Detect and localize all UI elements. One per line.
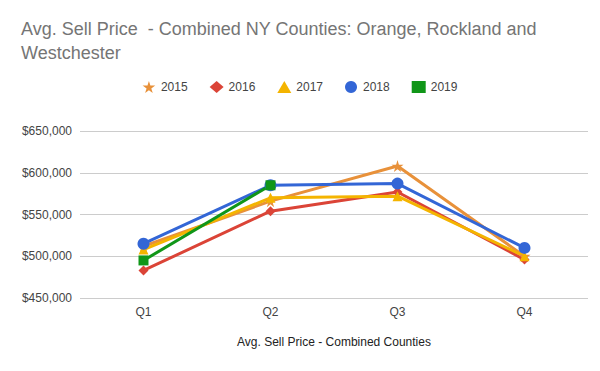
svg-text:Q2: Q2	[262, 305, 278, 319]
svg-text:2017: 2017	[296, 80, 323, 94]
svg-text:Avg. Sell Price - Combined NY: Avg. Sell Price - Combined NY Counties: …	[21, 19, 542, 39]
svg-text:$550,000: $550,000	[22, 208, 72, 222]
svg-text:Westchester: Westchester	[21, 43, 121, 63]
svg-text:Q1: Q1	[135, 305, 151, 319]
svg-text:2015: 2015	[161, 80, 188, 94]
svg-text:$450,000: $450,000	[22, 291, 72, 305]
svg-text:Q3: Q3	[389, 305, 405, 319]
svg-text:$500,000: $500,000	[22, 249, 72, 263]
svg-text:Q4: Q4	[516, 305, 532, 319]
svg-text:$600,000: $600,000	[22, 166, 72, 180]
svg-text:2016: 2016	[229, 80, 256, 94]
svg-text:2018: 2018	[363, 80, 390, 94]
svg-text:Avg. Sell Price - Combined Cou: Avg. Sell Price - Combined Counties	[237, 335, 431, 349]
svg-text:$650,000: $650,000	[22, 124, 72, 138]
svg-text:2019: 2019	[431, 80, 458, 94]
